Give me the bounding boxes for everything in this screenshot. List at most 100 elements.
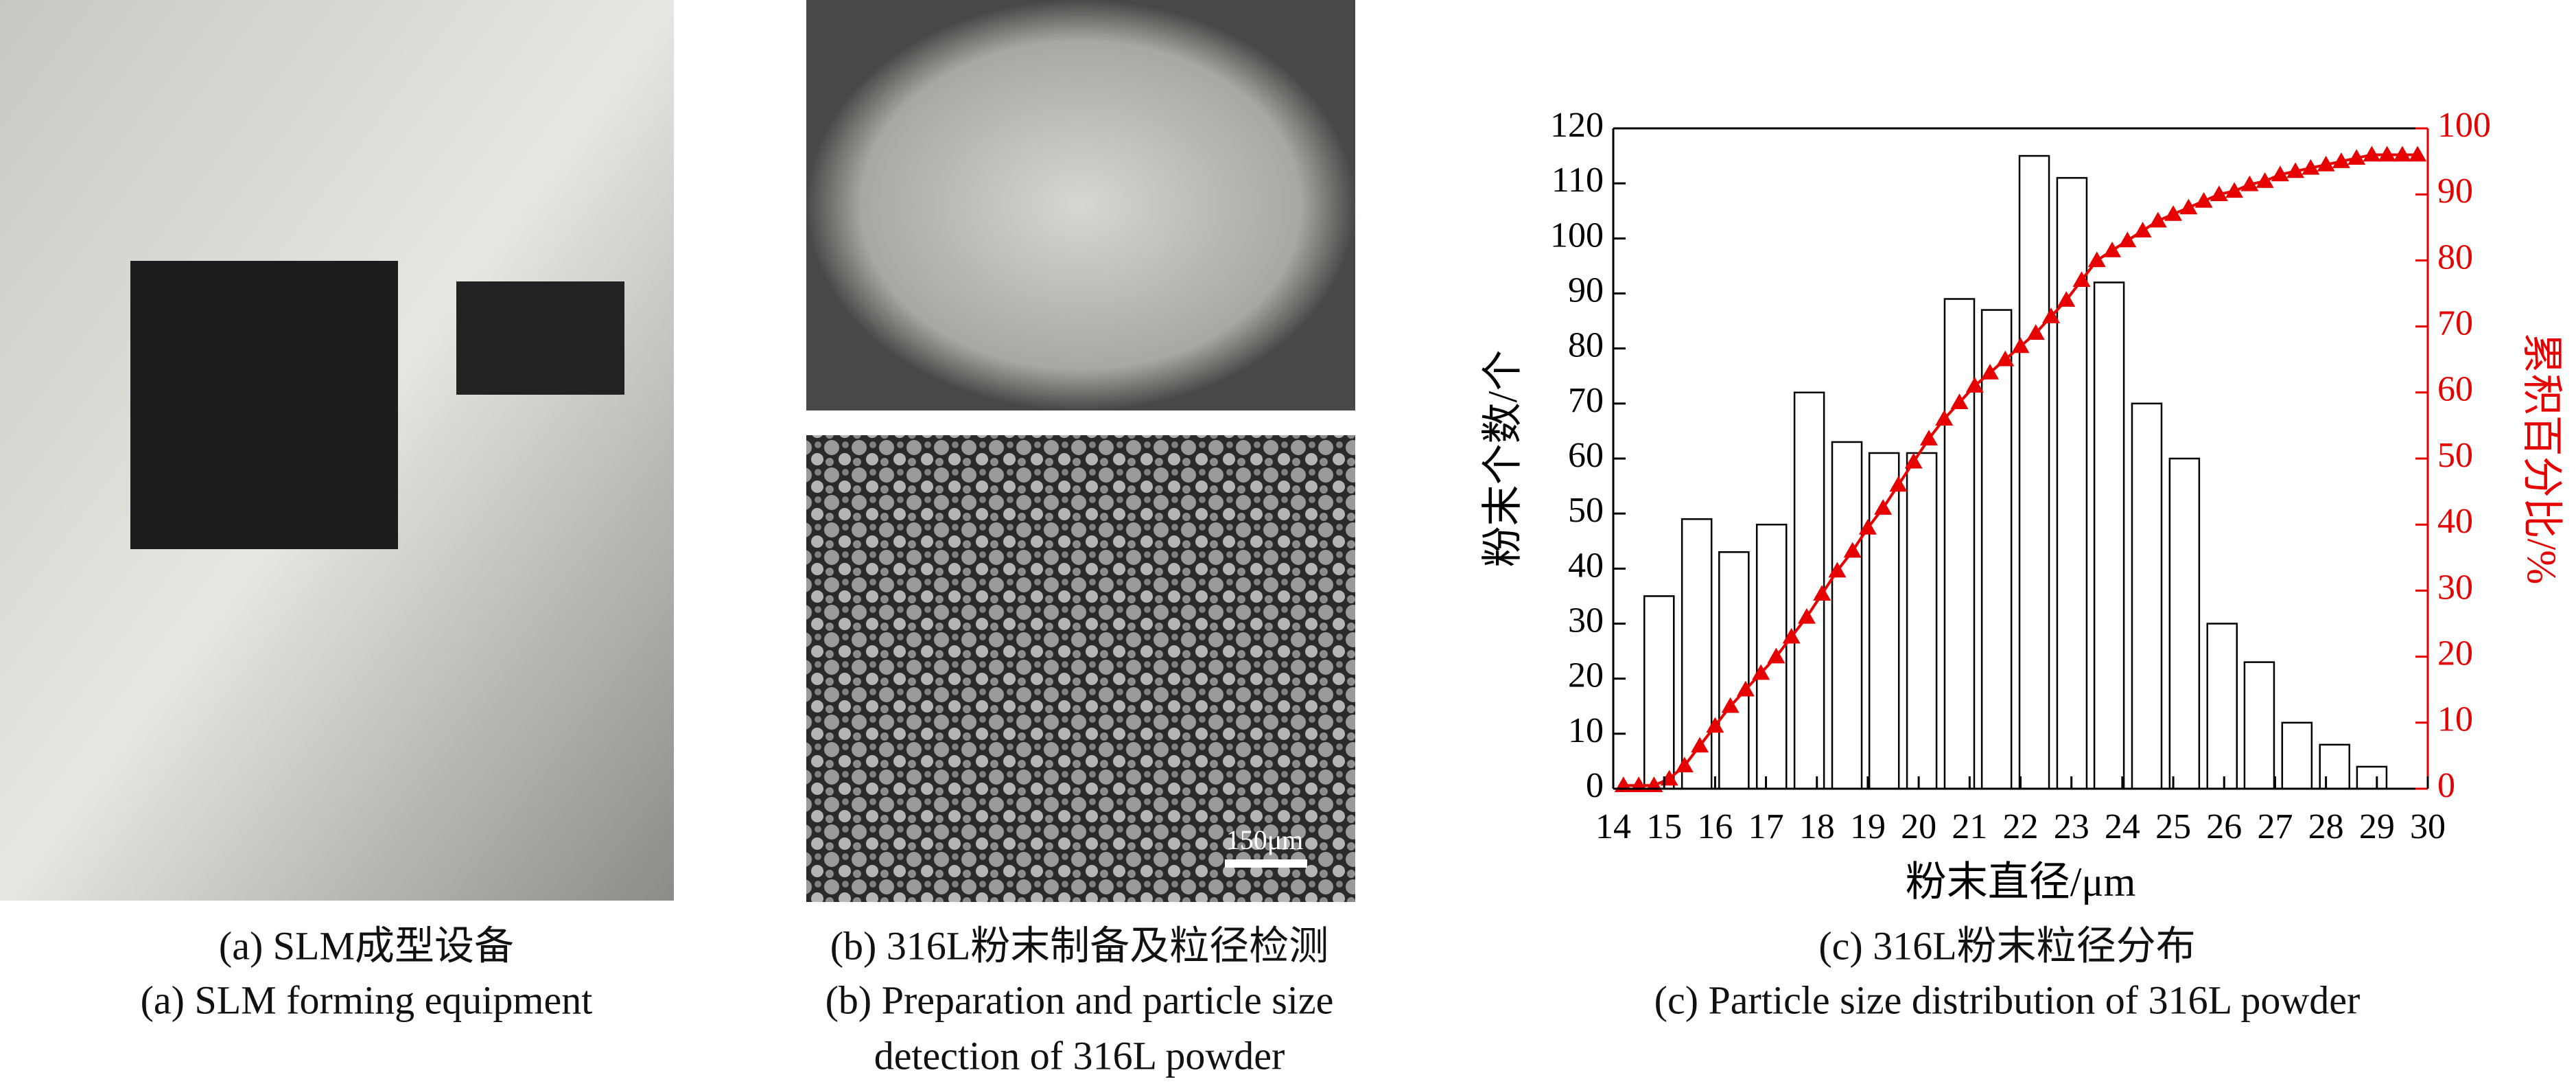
y-tick-label: 0	[1586, 766, 1604, 805]
marker	[1904, 452, 1923, 469]
y-tick-label: 90	[1568, 270, 1604, 310]
marker	[1889, 476, 1908, 492]
x-tick-label: 28	[2308, 807, 2344, 846]
x-tick-label: 19	[1850, 807, 1886, 846]
bar	[2206, 623, 2238, 790]
bar	[2131, 402, 2163, 790]
bar	[2056, 176, 2088, 790]
marker	[1797, 607, 1816, 624]
machine-panel	[130, 261, 398, 549]
x-tick-label: 21	[1952, 807, 1987, 846]
y2-tick-label: 40	[2437, 502, 2473, 541]
marker	[1752, 664, 1770, 680]
bar	[2319, 743, 2351, 790]
bar	[1943, 298, 1976, 790]
caption: (b) Preparation and particle size	[826, 977, 1334, 1022]
marker	[2256, 172, 2274, 188]
marker	[2026, 324, 2045, 340]
marker	[1767, 647, 1785, 664]
y-tick-label: 100	[1550, 216, 1604, 255]
machine-screen	[456, 281, 624, 395]
marker	[1721, 697, 1740, 713]
caption: detection of 316L powder	[874, 1033, 1285, 1078]
bar	[1831, 441, 1863, 790]
bar	[1718, 551, 1750, 790]
caption: (b) 316L粉末制备及粒径检测	[830, 923, 1329, 968]
caption: (a) SLM forming equipment	[141, 977, 593, 1022]
x-tick-label: 30	[2410, 807, 2446, 846]
bar	[2356, 765, 2388, 790]
marker	[2118, 231, 2137, 248]
marker	[2194, 192, 2213, 208]
photo-powder	[806, 0, 1355, 410]
marker	[2347, 149, 2366, 165]
bar	[2093, 281, 2125, 790]
marker	[2133, 222, 2152, 238]
marker	[2317, 155, 2335, 172]
x-tick-label: 29	[2359, 807, 2395, 846]
marker	[1935, 410, 1954, 426]
marker	[2057, 291, 2076, 307]
marker	[2302, 159, 2320, 175]
x-tick-label: 16	[1697, 807, 1733, 846]
y-tick-label: 70	[1568, 381, 1604, 420]
x-tick-label: 18	[1799, 807, 1835, 846]
marker	[2332, 152, 2350, 168]
marker	[2148, 211, 2167, 228]
x-tick-label: 20	[1901, 807, 1936, 846]
marker	[2271, 165, 2289, 182]
y-tick-label: 50	[1568, 491, 1604, 530]
caption: (c) 316L粉末粒径分布	[1818, 923, 2195, 968]
y2-tick-label: 50	[2437, 436, 2473, 475]
y-tick-label: 30	[1568, 601, 1604, 640]
marker	[2363, 146, 2381, 162]
marker	[2286, 162, 2305, 178]
marker	[1828, 562, 1847, 578]
y-tick-label: 40	[1568, 546, 1604, 585]
marker	[1782, 627, 1801, 644]
marker	[1980, 363, 1999, 380]
caption: (a) SLM成型设备	[219, 923, 514, 968]
marker	[2042, 308, 2061, 323]
marker	[2072, 271, 2091, 288]
marker	[1813, 585, 1831, 601]
marker	[2240, 175, 2259, 192]
y-tick-label: 110	[1552, 161, 1604, 200]
marker	[2164, 205, 2183, 221]
x-tick-label: 22	[2003, 807, 2039, 846]
bar	[1643, 595, 1675, 790]
y2-tick-label: 100	[2437, 106, 2491, 145]
bar	[1980, 309, 2013, 790]
y2-tick-label: 30	[2437, 568, 2473, 607]
y2-tick-label: 70	[2437, 304, 2473, 343]
x-tick-label: 15	[1646, 807, 1682, 846]
y-axis-label: 粉末个数/个	[1480, 350, 1525, 568]
marker	[1874, 499, 1893, 515]
marker	[2210, 185, 2228, 201]
x-tick-label: 27	[2257, 807, 2293, 846]
marker	[2378, 146, 2396, 162]
marker	[1736, 680, 1755, 697]
photo-sem	[806, 435, 1355, 902]
x-tick-label: 14	[1595, 807, 1631, 846]
y-tick-label: 120	[1550, 106, 1604, 145]
marker	[1919, 430, 1938, 445]
x-tick-label: 25	[2155, 807, 2191, 846]
marker	[2409, 146, 2427, 162]
y2-axis-label: 累积百分比/%	[2519, 333, 2564, 585]
y2-tick-label: 10	[2437, 700, 2473, 739]
scale-bar	[1225, 859, 1307, 868]
marker	[2225, 182, 2244, 198]
marker	[2087, 251, 2106, 268]
bar	[2018, 154, 2050, 790]
marker	[1691, 737, 1709, 753]
y2-tick-label: 80	[2437, 238, 2473, 277]
scale-bar-label: 150μm	[1226, 824, 1304, 855]
x-tick-label: 24	[2105, 807, 2140, 846]
bar	[2168, 457, 2201, 790]
caption: (c) Particle size distribution of 316L p…	[1654, 977, 2361, 1022]
y2-tick-label: 20	[2437, 634, 2473, 673]
y-tick-label: 60	[1568, 436, 1604, 475]
marker	[1675, 756, 1694, 773]
